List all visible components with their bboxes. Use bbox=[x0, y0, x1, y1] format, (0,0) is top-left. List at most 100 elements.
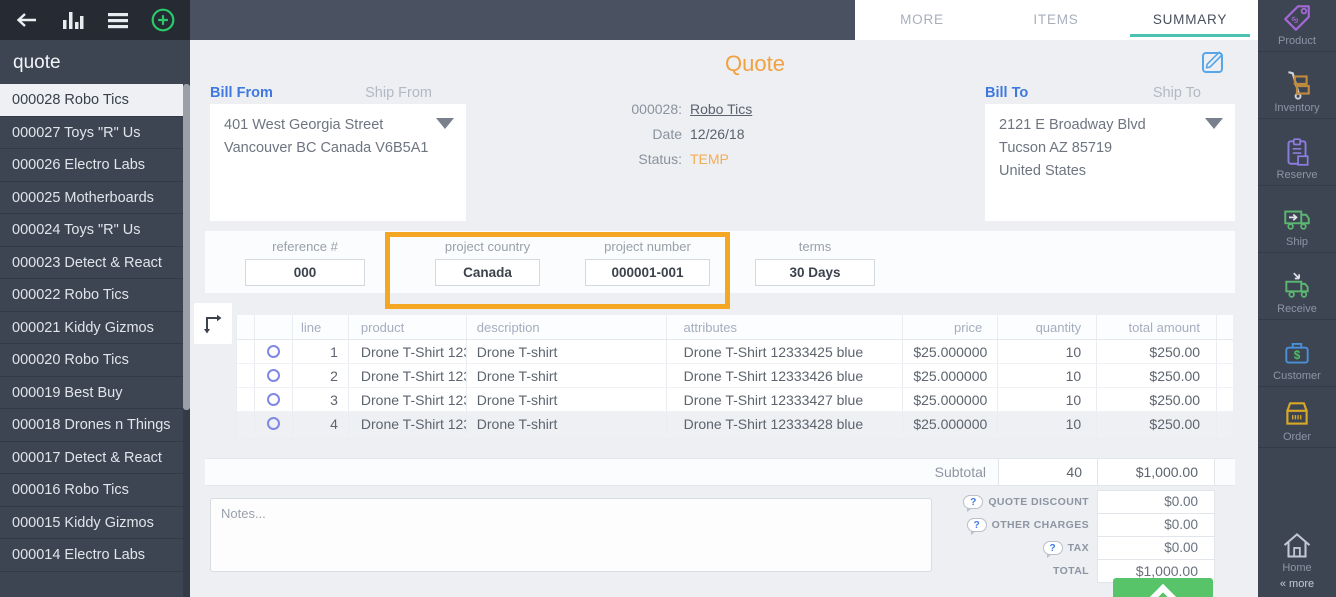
chevron-down-icon[interactable] bbox=[436, 118, 454, 129]
header-quantity: quantity bbox=[998, 315, 1098, 339]
bar-chart-icon[interactable] bbox=[59, 7, 85, 33]
tab-items[interactable]: ITEMS bbox=[1033, 12, 1079, 27]
sidebar-spacer bbox=[1258, 448, 1336, 525]
item-cell: $25.000000 bbox=[903, 340, 999, 363]
sidebar-item-receive[interactable]: Receive bbox=[1258, 253, 1336, 320]
edit-icon[interactable] bbox=[1198, 46, 1228, 76]
sidebar-title: quote bbox=[13, 52, 61, 73]
bill-from-line1: 401 West Georgia Street bbox=[224, 117, 384, 133]
sidebar-item-ship[interactable]: Ship bbox=[1258, 186, 1336, 253]
header-product: product bbox=[349, 315, 467, 339]
quote-list-item[interactable]: 000016 Robo Tics bbox=[0, 474, 190, 507]
notes-input[interactable] bbox=[210, 498, 932, 572]
quote-list-item[interactable]: 000024 Toys "R" Us bbox=[0, 214, 190, 247]
tax-label: TAX bbox=[1067, 542, 1089, 554]
header-line: line bbox=[293, 315, 349, 339]
project-country-label: project country bbox=[444, 239, 531, 254]
sidebar-item-label: Order bbox=[1282, 431, 1312, 443]
item-cell: 4 bbox=[293, 412, 349, 435]
project-country-input[interactable]: Canada bbox=[435, 259, 540, 286]
clipboard-box-icon bbox=[1287, 138, 1309, 166]
field-reference: reference # 000 bbox=[245, 239, 365, 286]
radio-icon[interactable] bbox=[266, 345, 280, 358]
row-radio-cell bbox=[255, 340, 293, 363]
radio-icon[interactable] bbox=[266, 369, 280, 382]
help-bubble-icon[interactable]: ? bbox=[963, 495, 984, 512]
bill-from-box[interactable]: 401 West Georgia Street Vancouver BC Can… bbox=[210, 104, 466, 221]
sidebar-item-label: Customer bbox=[1273, 370, 1321, 382]
quote-list-item[interactable]: 000025 Motherboards bbox=[0, 181, 190, 214]
item-cell: 3 bbox=[293, 388, 349, 411]
item-cell bbox=[1217, 388, 1233, 411]
sidebar-toolbar bbox=[0, 0, 190, 40]
sidebar-more-link[interactable]: « more bbox=[1279, 578, 1315, 590]
ship-from-label[interactable]: Ship From bbox=[365, 85, 432, 101]
order-box-icon bbox=[1286, 402, 1308, 425]
sidebar-item-inventory[interactable]: Inventory bbox=[1258, 52, 1336, 119]
tab-summary[interactable]: SUMMARY bbox=[1123, 0, 1257, 40]
scrollbar-thumb[interactable] bbox=[183, 84, 190, 410]
quote-list-item[interactable]: 000027 Toys "R" Us bbox=[0, 116, 190, 149]
item-cell: 10 bbox=[998, 340, 1098, 363]
project-number-input[interactable]: 000001-001 bbox=[585, 259, 710, 286]
ship-to-label[interactable]: Ship To bbox=[1152, 85, 1201, 101]
bill-to-box[interactable]: 2121 E Broadway Blvd Tucson AZ 85719 Uni… bbox=[985, 104, 1235, 221]
help-bubble-icon[interactable]: ? bbox=[966, 518, 987, 535]
tab-more[interactable]: MORE bbox=[900, 12, 944, 27]
reference-input[interactable]: 000 bbox=[245, 259, 365, 286]
quote-list-item[interactable]: 000014 Electro Labs bbox=[0, 539, 190, 572]
item-cell: Drone T-Shirt 12333427 blue bbox=[667, 388, 904, 411]
item-cell bbox=[237, 388, 255, 411]
quote-list-item[interactable]: 000019 Best Buy bbox=[0, 376, 190, 409]
top-bar: MORE ITEMS SUMMARY bbox=[190, 0, 1258, 40]
item-cell: Drone T-shirt bbox=[467, 388, 667, 411]
terms-input[interactable]: 30 Days bbox=[755, 259, 875, 286]
list-view-icon[interactable] bbox=[105, 7, 131, 33]
back-arrow-icon[interactable] bbox=[14, 7, 40, 33]
submit-button[interactable] bbox=[1113, 578, 1213, 597]
indent-arrow-icon[interactable] bbox=[194, 303, 232, 344]
sidebar-item-reserve[interactable]: Reserve bbox=[1258, 119, 1336, 186]
quote-list-item[interactable]: 000020 Robo Tics bbox=[0, 344, 190, 377]
quote-number-label: 000028: bbox=[631, 101, 682, 117]
quote-list-item[interactable]: 000026 Electro Labs bbox=[0, 149, 190, 182]
tax-row: ? TAX $0.00 bbox=[790, 536, 1235, 560]
item-cell: $250.00 bbox=[1097, 364, 1218, 387]
customer-link[interactable]: Robo Tics bbox=[690, 101, 753, 117]
sidebar-item-label: Inventory bbox=[1274, 102, 1320, 114]
add-new-icon[interactable] bbox=[150, 7, 176, 33]
bill-to-line3: United States bbox=[999, 163, 1087, 179]
quote-list-item[interactable]: 000021 Kiddy Gizmos bbox=[0, 311, 190, 344]
sidebar-item-order[interactable]: Order bbox=[1258, 387, 1336, 448]
header-select bbox=[255, 315, 293, 339]
quote-discount-row: ? QUOTE DISCOUNT $0.00 bbox=[790, 490, 1235, 514]
quote-list-item[interactable]: 000028 Robo Tics bbox=[0, 84, 190, 117]
item-cell: Drone T-Shirt 12333428 blue bbox=[667, 412, 904, 435]
item-cell: Drone T-Shirt 1233 bbox=[349, 388, 467, 411]
quote-list-item[interactable]: 000022 Robo Tics bbox=[0, 279, 190, 312]
sidebar-item-customer[interactable]: $ Customer bbox=[1258, 320, 1336, 387]
help-bubble-icon[interactable]: ? bbox=[1042, 541, 1063, 558]
item-cell: 10 bbox=[998, 364, 1098, 387]
quote-list-item[interactable]: 000015 Kiddy Gizmos bbox=[0, 506, 190, 539]
item-cell: 1 bbox=[293, 340, 349, 363]
row-radio-cell bbox=[255, 388, 293, 411]
chevron-down-icon[interactable] bbox=[1205, 118, 1223, 129]
quote-list-item[interactable]: 000017 Detect & React bbox=[0, 441, 190, 474]
quote-list-item[interactable]: 000018 Drones n Things bbox=[0, 409, 190, 442]
sidebar-item-home[interactable]: Home bbox=[1258, 525, 1336, 578]
radio-icon[interactable] bbox=[266, 417, 280, 430]
bill-to-label[interactable]: Bill To bbox=[985, 85, 1029, 101]
item-cell bbox=[1217, 364, 1233, 387]
radio-icon[interactable] bbox=[266, 393, 280, 406]
quote-list-item[interactable]: 000023 Detect & React bbox=[0, 246, 190, 279]
item-cell: Drone T-shirt bbox=[467, 340, 667, 363]
bill-from-label[interactable]: Bill From bbox=[210, 85, 273, 101]
sidebar-scrollbar[interactable] bbox=[183, 84, 190, 597]
sidebar-item-product[interactable]: $ Product bbox=[1258, 0, 1336, 52]
